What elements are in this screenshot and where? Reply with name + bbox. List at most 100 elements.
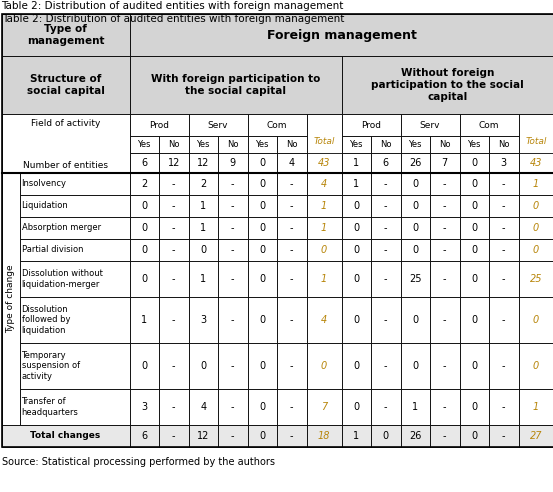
Text: -: -: [290, 274, 294, 284]
Text: -: -: [172, 315, 175, 325]
Bar: [430, 173, 460, 195]
Bar: [489, 261, 519, 297]
Bar: [489, 153, 519, 173]
Bar: [248, 136, 277, 153]
Text: 0: 0: [412, 201, 418, 211]
Text: 4: 4: [321, 315, 327, 325]
Text: Prod: Prod: [361, 121, 381, 129]
Bar: [371, 136, 400, 153]
Bar: [306, 114, 342, 170]
Bar: [189, 261, 218, 297]
Bar: [430, 153, 460, 173]
Bar: [371, 389, 400, 425]
Text: 0: 0: [533, 201, 539, 211]
Bar: [430, 389, 460, 425]
Bar: [189, 389, 218, 425]
Bar: [218, 173, 248, 195]
Bar: [400, 114, 460, 136]
Text: 0: 0: [259, 223, 265, 233]
Text: 0: 0: [412, 223, 418, 233]
Text: 0: 0: [259, 245, 265, 255]
Text: -: -: [502, 402, 505, 412]
Text: 18: 18: [318, 431, 330, 441]
Bar: [218, 217, 248, 239]
Text: -: -: [231, 179, 234, 189]
Text: Foreign management: Foreign management: [267, 29, 416, 41]
Bar: [159, 343, 189, 389]
Text: 26: 26: [409, 431, 421, 441]
Text: 0: 0: [471, 274, 477, 284]
Text: -: -: [231, 402, 234, 412]
Text: Partial division: Partial division: [22, 246, 83, 254]
Text: Yes: Yes: [467, 140, 481, 149]
Bar: [371, 239, 400, 261]
Bar: [129, 14, 553, 56]
Bar: [460, 195, 489, 217]
Bar: [159, 153, 189, 173]
Text: 0: 0: [471, 402, 477, 412]
Bar: [129, 136, 159, 153]
Bar: [277, 239, 306, 261]
Bar: [218, 195, 248, 217]
Bar: [248, 239, 277, 261]
Bar: [19, 173, 129, 195]
Text: 3: 3: [500, 158, 507, 168]
Text: Liquidation: Liquidation: [22, 202, 68, 211]
Bar: [218, 239, 248, 261]
Text: Dissolution without
liquidation-merger: Dissolution without liquidation-merger: [22, 269, 102, 289]
Bar: [159, 261, 189, 297]
Text: Insolvency: Insolvency: [22, 180, 66, 188]
Text: -: -: [384, 245, 388, 255]
Bar: [342, 239, 371, 261]
Text: 0: 0: [141, 245, 147, 255]
Bar: [248, 343, 277, 389]
Bar: [129, 239, 159, 261]
Text: -: -: [443, 315, 446, 325]
Text: 0: 0: [259, 402, 265, 412]
Text: 12: 12: [197, 158, 210, 168]
Text: 1: 1: [200, 201, 206, 211]
Text: 0: 0: [141, 201, 147, 211]
Text: -: -: [290, 223, 294, 233]
Bar: [430, 343, 460, 389]
Text: -: -: [384, 361, 388, 371]
Bar: [189, 425, 218, 447]
Text: 0: 0: [533, 315, 539, 325]
Text: Total: Total: [314, 137, 335, 147]
Bar: [519, 297, 553, 343]
Bar: [519, 425, 553, 447]
Bar: [371, 173, 400, 195]
Text: 0: 0: [471, 361, 477, 371]
Text: -: -: [231, 223, 234, 233]
Text: -: -: [443, 361, 446, 371]
Text: 2: 2: [200, 179, 206, 189]
Bar: [371, 195, 400, 217]
Text: Prod: Prod: [149, 121, 169, 129]
Text: -: -: [443, 179, 446, 189]
Text: 7: 7: [442, 158, 448, 168]
Text: 7: 7: [321, 402, 327, 412]
Bar: [460, 343, 489, 389]
Text: 0: 0: [353, 245, 359, 255]
Bar: [306, 343, 342, 389]
Bar: [519, 217, 553, 239]
Bar: [342, 425, 371, 447]
Text: -: -: [502, 179, 505, 189]
Text: 0: 0: [471, 223, 477, 233]
Bar: [430, 297, 460, 343]
Bar: [489, 425, 519, 447]
Text: Table 2: Distribution of audited entities with foreign management: Table 2: Distribution of audited entitie…: [2, 1, 344, 11]
Bar: [218, 425, 248, 447]
Bar: [342, 389, 371, 425]
Bar: [400, 239, 430, 261]
Text: 0: 0: [321, 245, 327, 255]
Bar: [189, 297, 218, 343]
Bar: [129, 297, 159, 343]
Bar: [277, 195, 306, 217]
Bar: [400, 343, 430, 389]
Text: 0: 0: [383, 431, 389, 441]
Bar: [519, 389, 553, 425]
Bar: [129, 173, 159, 195]
Bar: [19, 261, 129, 297]
Bar: [218, 153, 248, 173]
